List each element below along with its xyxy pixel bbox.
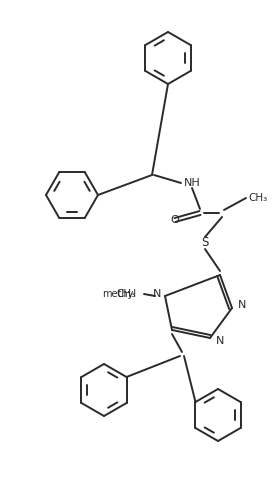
Text: NH: NH [184,178,200,188]
Text: S: S [201,237,209,249]
Text: methyl: methyl [102,289,136,299]
Text: N: N [216,336,224,346]
Text: N: N [153,289,161,299]
Text: CH₃: CH₃ [117,289,136,299]
Text: CH₃: CH₃ [248,193,267,203]
Text: O: O [170,215,179,225]
Text: N: N [238,300,246,310]
